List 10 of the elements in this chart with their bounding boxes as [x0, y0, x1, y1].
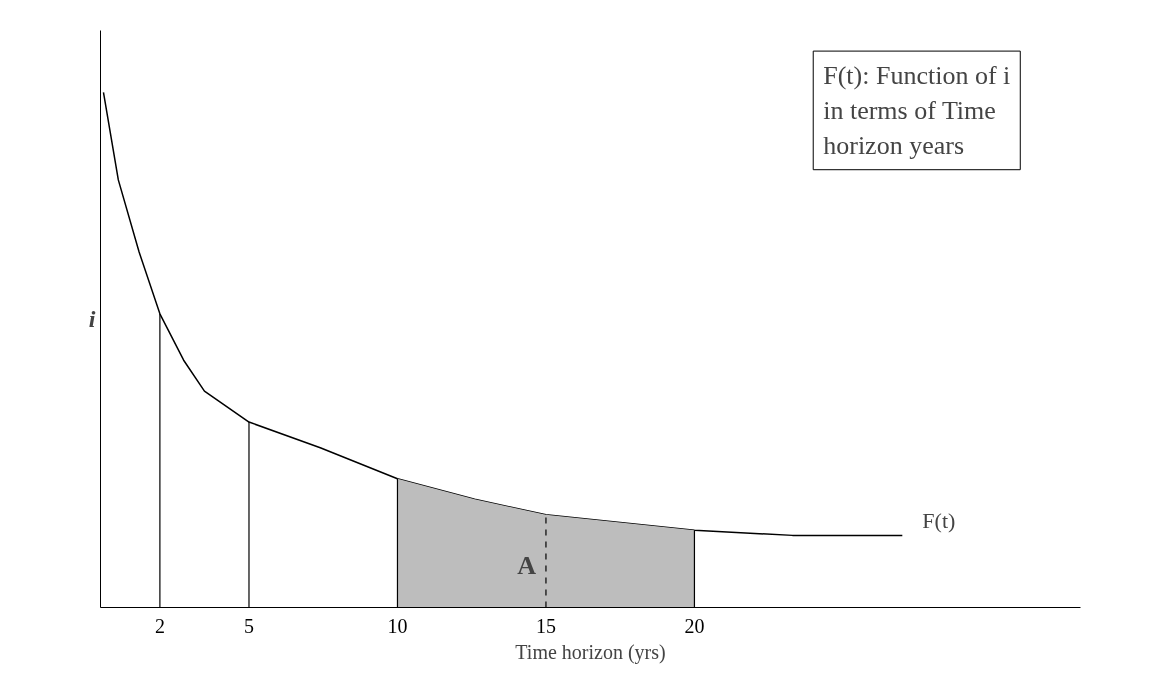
- x-tick-label: 20: [684, 614, 705, 637]
- x-tick-label: 5: [243, 614, 254, 637]
- x-tick-label: 10: [387, 614, 408, 637]
- x-tick-label: 15: [535, 614, 556, 637]
- annotation: A: [517, 551, 537, 581]
- x-tick-label: 2: [154, 614, 165, 637]
- y-axis-title: i: [88, 306, 96, 332]
- x-axis-title: Time horizon (yrs): [515, 640, 666, 664]
- annotation: F(t): Function of i in terms of Time horizon years: [823, 61, 1011, 160]
- series-label: F(t): [922, 508, 956, 534]
